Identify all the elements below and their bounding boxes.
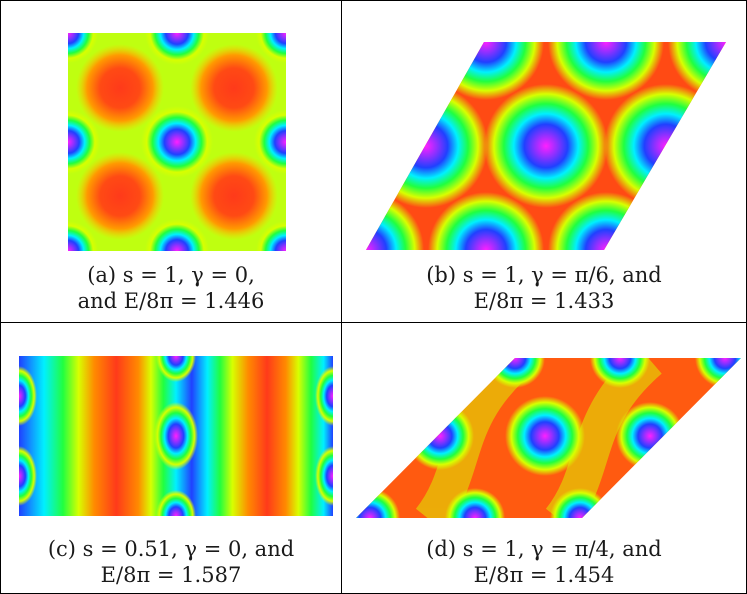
table-divider-horizontal bbox=[0, 322, 747, 323]
panel-c-image bbox=[19, 356, 333, 516]
panel-d-image bbox=[356, 358, 741, 518]
panel-c-caption-line1: (c) s = 0.51, γ = 0, and bbox=[47, 537, 295, 561]
panel-b-caption-line1: (b) s = 1, γ = π/6, and bbox=[426, 263, 662, 287]
panel-a-caption: (a) s = 1, γ = 0, and E/8π = 1.446 bbox=[2, 262, 340, 314]
panel-a-image bbox=[68, 33, 286, 251]
table-border-left bbox=[0, 0, 1, 594]
panel-b-caption: (b) s = 1, γ = π/6, and E/8π = 1.433 bbox=[343, 262, 745, 314]
panel-a-caption-line2: and E/8π = 1.446 bbox=[77, 289, 265, 313]
panel-d-caption: (d) s = 1, γ = π/4, and E/8π = 1.454 bbox=[343, 536, 745, 588]
panel-b-caption-line2: E/8π = 1.433 bbox=[473, 289, 615, 313]
panel-c-caption: (c) s = 0.51, γ = 0, and E/8π = 1.587 bbox=[2, 536, 340, 588]
panel-d-caption-line2: E/8π = 1.454 bbox=[473, 563, 615, 587]
table-divider-vertical bbox=[341, 0, 342, 594]
panel-a-caption-line1: (a) s = 1, γ = 0, bbox=[87, 263, 255, 287]
panel-d-caption-line1: (d) s = 1, γ = π/4, and bbox=[426, 537, 662, 561]
table-border-top bbox=[0, 0, 747, 1]
panel-c-caption-line2: E/8π = 1.587 bbox=[100, 563, 242, 587]
